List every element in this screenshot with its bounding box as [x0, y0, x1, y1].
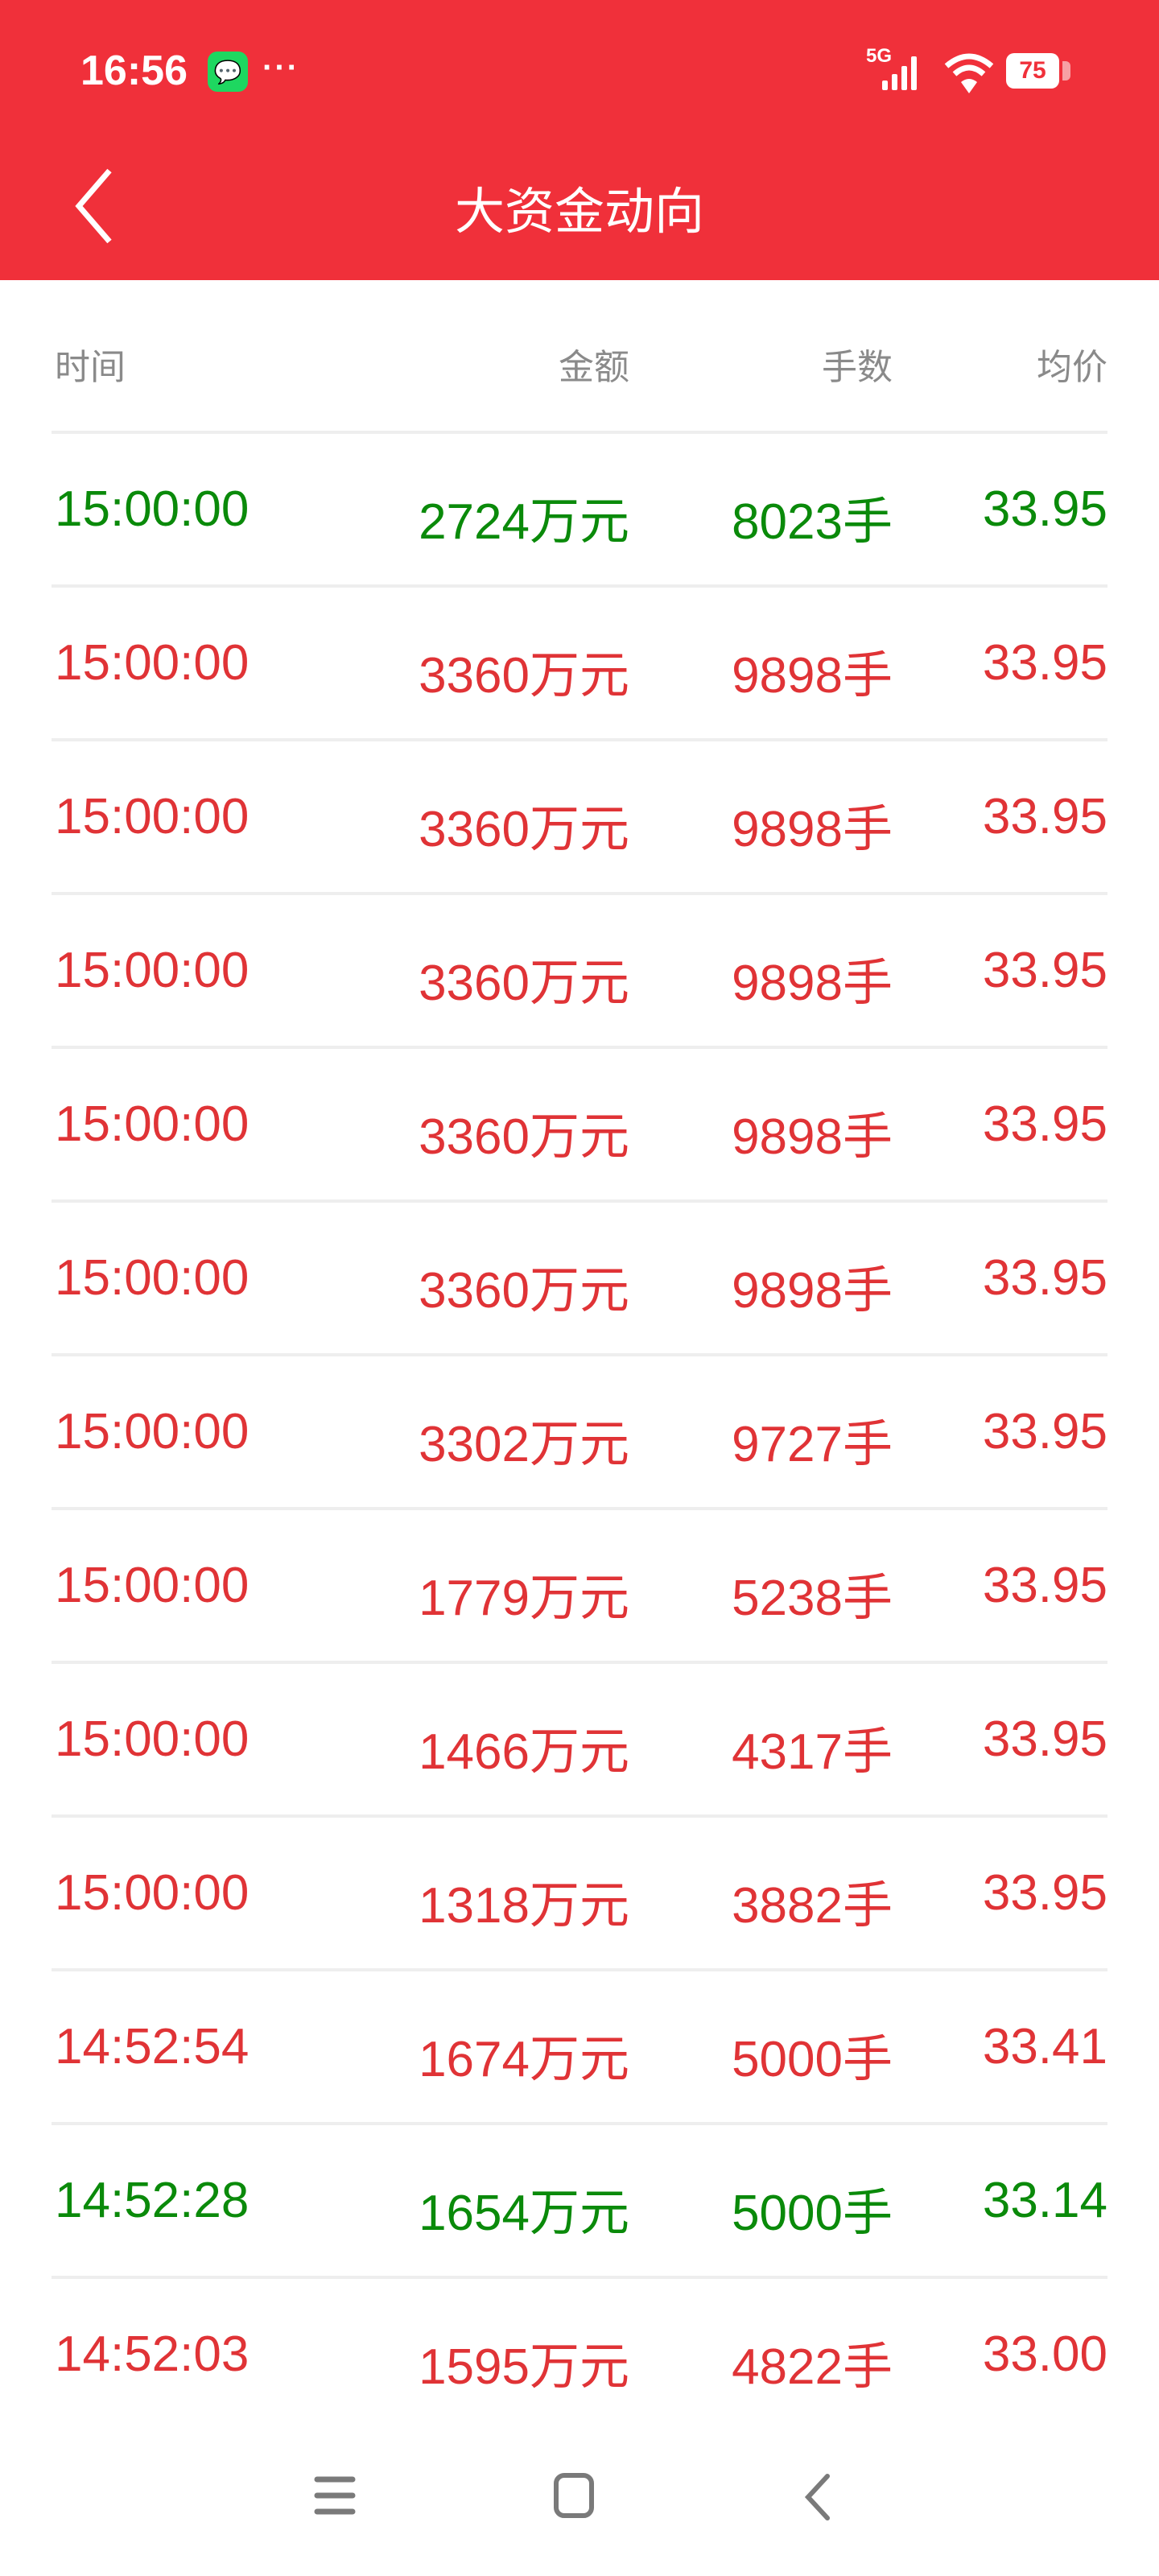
- cell-time: 15:00:00: [55, 789, 250, 844]
- network-type: 5G: [866, 45, 893, 67]
- cell-amount: 3360万元: [419, 1263, 629, 1319]
- column-avg-price: 均价: [1037, 348, 1107, 387]
- menu-icon: [314, 2476, 356, 2515]
- cell-lots: 5000手: [732, 2186, 893, 2241]
- status-time: 16:56: [80, 47, 188, 94]
- cell-time: 15:00:00: [55, 1711, 250, 1767]
- cell-avg-price: 33.95: [982, 1250, 1107, 1306]
- cell-amount: 1654万元: [419, 2186, 629, 2241]
- cell-amount: 3302万元: [419, 1417, 629, 1472]
- cell-time: 15:00:00: [55, 1404, 250, 1459]
- cell-amount: 1318万元: [419, 1878, 629, 1934]
- back-button[interactable]: [64, 161, 121, 250]
- table-row[interactable]: 15:00:00 3360万元 9898手 33.95: [52, 1199, 1107, 1353]
- cell-amount: 1779万元: [419, 1571, 629, 1626]
- cell-lots: 9898手: [732, 1109, 893, 1165]
- wechat-notification-icon: 💬: [208, 52, 248, 92]
- wifi-icon: [944, 53, 994, 93]
- cell-time: 15:00:00: [55, 1558, 250, 1613]
- table-row[interactable]: 15:00:00 3360万元 9898手 33.95: [52, 738, 1107, 892]
- cell-amount: 1466万元: [419, 1724, 629, 1780]
- cell-avg-price: 33.00: [982, 2326, 1107, 2382]
- cell-lots: 3882手: [732, 1878, 893, 1934]
- cell-time: 15:00:00: [55, 1865, 250, 1921]
- cell-time: 15:00:00: [55, 943, 250, 998]
- table-row[interactable]: 14:52:54 1674万元 5000手 33.41: [52, 1968, 1107, 2122]
- table-row[interactable]: 14:52:03 1595万元 4822手 33.00: [52, 2276, 1107, 2429]
- signal-icon: [882, 56, 917, 90]
- cell-amount: 3360万元: [419, 956, 629, 1011]
- cell-lots: 9898手: [732, 648, 893, 704]
- cell-time: 14:52:03: [55, 2326, 250, 2382]
- system-nav-bar: [0, 2471, 1159, 2536]
- table-row[interactable]: 15:00:00 1779万元 5238手 33.95: [52, 1507, 1107, 1661]
- column-amount: 金额: [559, 348, 629, 387]
- table-row[interactable]: 15:00:00 1318万元 3882手 33.95: [52, 1814, 1107, 1968]
- trade-list: 15:00:00 2724万元 8023手 33.95 15:00:00 3360万元 98…: [52, 431, 1107, 2429]
- cell-lots: 9898手: [732, 956, 893, 1011]
- page-title: 大资金动向: [454, 184, 704, 240]
- cell-lots: 8023手: [732, 494, 893, 550]
- cell-avg-price: 33.95: [982, 481, 1107, 537]
- cell-avg-price: 33.95: [982, 635, 1107, 691]
- cell-amount: 2724万元: [419, 494, 629, 550]
- cell-lots: 5238手: [732, 1571, 893, 1626]
- cell-time: 14:52:28: [55, 2173, 250, 2228]
- table-row[interactable]: 15:00:00 1466万元 4317手 33.95: [52, 1661, 1107, 1814]
- cell-time: 15:00:00: [55, 481, 250, 537]
- cell-lots: 9898手: [732, 1263, 893, 1319]
- more-notifications-icon: ···: [262, 50, 299, 85]
- cell-amount: 1674万元: [419, 2032, 629, 2087]
- table-header: 时间 金额 手数 均价: [52, 338, 1107, 390]
- chevron-left-icon: [75, 168, 112, 244]
- column-lots: 手数: [822, 348, 893, 387]
- cell-time: 15:00:00: [55, 1250, 250, 1306]
- table-row[interactable]: 15:00:00 3360万元 9898手 33.95: [52, 892, 1107, 1046]
- home-icon: [554, 2473, 594, 2518]
- cell-avg-price: 33.41: [982, 2019, 1107, 2074]
- cell-amount: 3360万元: [419, 802, 629, 857]
- cell-lots: 9898手: [732, 802, 893, 857]
- battery-indicator: 75: [1006, 53, 1070, 89]
- table-row[interactable]: 15:00:00 3360万元 9898手 33.95: [52, 1046, 1107, 1199]
- cell-lots: 4822手: [732, 2339, 893, 2395]
- cell-time: 15:00:00: [55, 1096, 250, 1152]
- cell-avg-price: 33.95: [982, 1865, 1107, 1921]
- home-button[interactable]: [552, 2471, 597, 2520]
- cell-avg-price: 33.95: [982, 1558, 1107, 1613]
- table-row[interactable]: 14:52:28 1654万元 5000手 33.14: [52, 2122, 1107, 2276]
- cell-avg-price: 33.95: [982, 789, 1107, 844]
- table-row[interactable]: 15:00:00 2724万元 8023手 33.95: [52, 431, 1107, 584]
- cell-avg-price: 33.95: [982, 1711, 1107, 1767]
- app-header: 16:56 💬 ··· 5G 75 大资金动向: [0, 0, 1159, 280]
- back-icon: [804, 2474, 830, 2520]
- cell-lots: 5000手: [732, 2032, 893, 2087]
- cell-time: 14:52:54: [55, 2019, 250, 2074]
- column-time: 时间: [55, 348, 126, 387]
- cell-avg-price: 33.14: [982, 2173, 1107, 2228]
- cell-amount: 3360万元: [419, 648, 629, 704]
- cell-time: 15:00:00: [55, 635, 250, 691]
- table-row[interactable]: 15:00:00 3360万元 9898手 33.95: [52, 584, 1107, 738]
- table-row[interactable]: 15:00:00 3302万元 9727手 33.95: [52, 1353, 1107, 1507]
- system-back-button[interactable]: [797, 2471, 837, 2523]
- cell-avg-price: 33.95: [982, 1096, 1107, 1152]
- recent-apps-button[interactable]: [312, 2471, 357, 2520]
- cell-lots: 9727手: [732, 1417, 893, 1472]
- cell-avg-price: 33.95: [982, 1404, 1107, 1459]
- cell-avg-price: 33.95: [982, 943, 1107, 998]
- cell-lots: 4317手: [732, 1724, 893, 1780]
- cell-amount: 1595万元: [419, 2339, 629, 2395]
- cell-amount: 3360万元: [419, 1109, 629, 1165]
